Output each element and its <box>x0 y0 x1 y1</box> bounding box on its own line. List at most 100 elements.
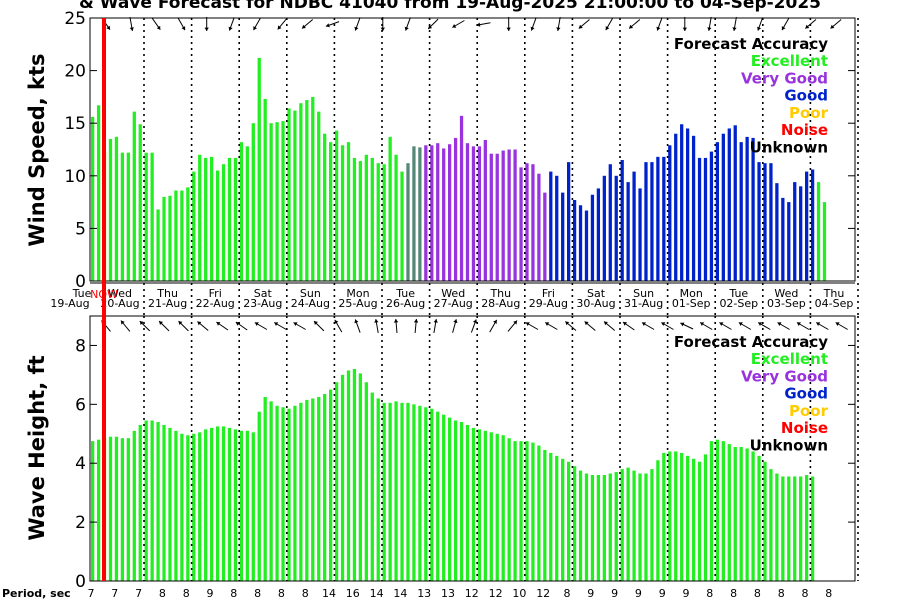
wind-bar <box>816 182 821 281</box>
wave-bar <box>329 389 333 581</box>
wave-bar <box>787 476 791 581</box>
wave-bar <box>287 408 291 581</box>
legend-entry-very-good: Very Good <box>741 367 828 385</box>
wave-bar <box>346 370 351 581</box>
wave-bar <box>358 373 363 581</box>
wind-bar <box>376 163 380 281</box>
wave-bar <box>174 430 178 581</box>
wave-bar <box>168 427 172 581</box>
wind-bar <box>793 182 797 281</box>
period-value: 14 <box>322 587 336 600</box>
wave-bar <box>650 469 654 581</box>
wave-bar <box>186 435 190 581</box>
direction-arrow <box>470 319 478 333</box>
wave-bar <box>453 420 458 581</box>
wave-bar <box>620 469 624 581</box>
wind-bar <box>471 146 476 281</box>
wind-bar <box>180 190 184 281</box>
wave-bar <box>293 405 297 581</box>
wave-bar <box>245 430 249 581</box>
wave-bar <box>180 433 184 581</box>
y-tick-label: 25 <box>64 9 86 29</box>
date-label: 30-Aug <box>576 297 615 310</box>
wave-bar <box>138 424 142 581</box>
day-of-week-label: Wed <box>774 287 798 300</box>
direction-arrow <box>177 17 186 31</box>
wave-bar <box>96 439 101 581</box>
direction-arrow <box>804 19 817 29</box>
wind-bar <box>406 163 410 281</box>
wind-direction-arrows <box>101 17 842 31</box>
wave-bar <box>204 429 208 581</box>
wave-bar <box>144 420 148 581</box>
wave-bar <box>561 458 565 581</box>
wave-bar <box>745 448 749 581</box>
wind-bar <box>281 121 285 281</box>
wave-bar <box>471 427 476 581</box>
figure-title: & Wave Forecast for NDBC 41040 from 19-A… <box>79 0 821 13</box>
wave-bar <box>430 408 434 581</box>
wind-bar <box>329 142 333 281</box>
wind-bar <box>763 163 767 281</box>
wind-bar <box>334 130 339 281</box>
wave-bar <box>626 467 630 581</box>
day-of-week-label: Fri <box>209 287 222 300</box>
wave-bar <box>126 438 130 581</box>
wave-bar <box>495 433 499 581</box>
wind-bar <box>602 175 606 281</box>
y-tick-label: 0 <box>75 272 86 292</box>
wave-bar <box>376 398 380 581</box>
wave-bar <box>114 436 119 581</box>
wave-bar <box>388 402 392 581</box>
period-row-label: Period, sec <box>2 587 71 600</box>
wind-bar <box>799 186 803 281</box>
wave-bar <box>424 407 428 581</box>
day-of-week-label: Mon <box>680 287 703 300</box>
wind-bar <box>168 195 172 281</box>
wind-bar <box>507 149 511 281</box>
direction-arrow <box>603 321 616 331</box>
y-tick-label: 6 <box>75 395 86 415</box>
wind-day-gridlines <box>143 18 859 281</box>
wind-bar <box>120 152 125 281</box>
wind-bar <box>614 175 618 281</box>
direction-arrow <box>738 322 752 330</box>
wave-bar <box>632 470 636 581</box>
wave-bar <box>751 451 755 581</box>
y-tick-label: 4 <box>75 454 86 474</box>
period-value: 9 <box>683 587 690 600</box>
direction-arrow <box>656 17 663 31</box>
y-tick-label: 10 <box>64 167 86 187</box>
legend-entry-poor: Poor <box>789 104 829 122</box>
direction-arrow <box>661 322 674 330</box>
period-values-row: 7 7 7 8 8 9 8 8 8 8 14 16 14 14 13 13 12 12 10 12 8 9 9 9 9 9 8 8 8 8… <box>88 587 833 600</box>
wind-bar <box>578 205 583 281</box>
wave-bar <box>721 441 725 581</box>
direction-arrow <box>301 19 314 29</box>
y-tick-label: 8 <box>75 336 86 356</box>
wind-bar <box>257 57 261 282</box>
wave-bar <box>317 396 321 581</box>
wind-bar <box>584 210 589 281</box>
wave-bar <box>459 422 464 581</box>
wave-bar <box>334 382 339 581</box>
wave-bar <box>364 382 368 581</box>
wind-bar <box>537 173 541 281</box>
wave-bar <box>150 420 154 581</box>
wind-bar <box>317 111 321 281</box>
day-of-week-label: Sun <box>633 287 654 300</box>
wave-bar <box>703 454 708 581</box>
wind-bar <box>138 124 142 281</box>
wind-bar <box>394 154 398 281</box>
direction-arrow <box>830 19 842 29</box>
direction-arrow <box>578 19 590 29</box>
direction-arrow <box>525 322 539 330</box>
wave-bar <box>572 466 577 581</box>
wind-bar <box>227 157 232 281</box>
wind-bar <box>662 156 666 281</box>
wind-bar <box>513 149 517 281</box>
wave-bar <box>549 452 553 581</box>
wave-bar <box>305 399 309 581</box>
wave-bar <box>436 411 440 581</box>
wave-bar <box>733 447 737 581</box>
